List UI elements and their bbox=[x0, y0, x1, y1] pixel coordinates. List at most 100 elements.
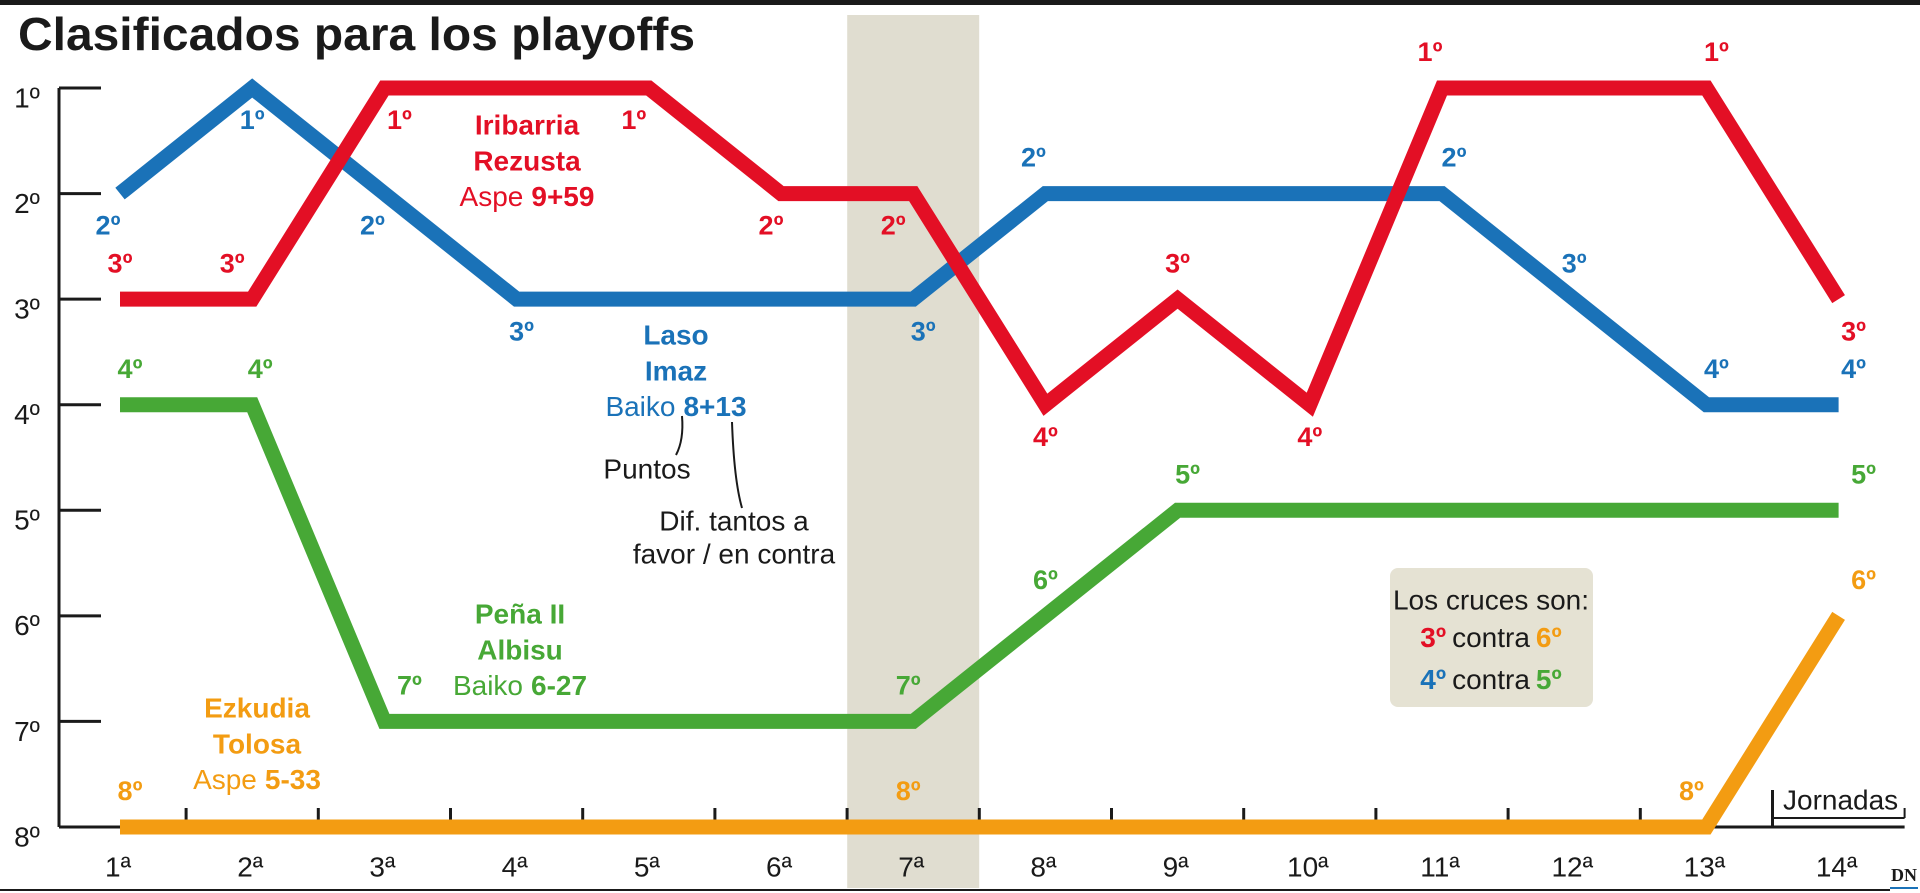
value-label: 2º bbox=[1442, 143, 1467, 173]
value-label: 3º bbox=[1562, 248, 1587, 278]
value-label: 2º bbox=[1021, 143, 1046, 173]
word: contra bbox=[1452, 622, 1530, 653]
value-label: 5º bbox=[1851, 459, 1876, 489]
value-label: 8º bbox=[118, 776, 143, 806]
note: Puntos bbox=[603, 453, 690, 484]
series-score: Aspe 5-33 bbox=[193, 764, 321, 795]
rank: 3º bbox=[1420, 622, 1446, 653]
series-line bbox=[115, 78, 1839, 413]
x-tick-label: 5ª bbox=[634, 851, 661, 882]
series-name: Tolosa bbox=[213, 728, 302, 759]
rank: 4º bbox=[1420, 664, 1446, 695]
chart-title: Clasificados para los playoffs bbox=[18, 8, 695, 60]
score: 5-33 bbox=[265, 764, 321, 795]
series-name: Iribarria bbox=[475, 109, 580, 140]
series-name: Imaz bbox=[645, 355, 707, 386]
highlight-band bbox=[847, 15, 980, 888]
value-label: 4º bbox=[1033, 422, 1058, 452]
leader-line bbox=[731, 421, 743, 509]
y-tick-label: 1º bbox=[14, 82, 40, 113]
value-label: 6º bbox=[1033, 565, 1058, 595]
team: Aspe bbox=[193, 764, 257, 795]
series-score: Aspe 9+59 bbox=[460, 181, 595, 212]
x-axis-label: Jornadas bbox=[1783, 784, 1898, 815]
x-tick-label: 7ª bbox=[898, 851, 925, 882]
series-name: Albisu bbox=[477, 634, 563, 665]
value-label: 1º bbox=[621, 105, 646, 135]
value-label: 3º bbox=[220, 248, 245, 278]
x-tick-label: 13ª bbox=[1684, 851, 1726, 882]
team: Baiko bbox=[453, 670, 523, 701]
value-label: 1º bbox=[387, 105, 412, 135]
value-label: 4º bbox=[1297, 422, 1322, 452]
note: Dif. tantos a bbox=[659, 505, 809, 536]
source-logo: DN bbox=[1891, 865, 1917, 885]
x-tick-label: 11ª bbox=[1420, 851, 1460, 882]
value-label: 4º bbox=[118, 354, 143, 384]
value-label: 8º bbox=[1679, 776, 1704, 806]
crosses-row: 4º contra 5º bbox=[1420, 664, 1561, 695]
value-label: 3º bbox=[1841, 316, 1866, 346]
series-name: Peña II bbox=[475, 598, 565, 629]
team: Baiko bbox=[605, 391, 675, 422]
value-label: 6º bbox=[1851, 565, 1876, 595]
y-tick-label: 5º bbox=[14, 505, 40, 536]
series-name: Ezkudia bbox=[204, 692, 310, 723]
x-tick-label: 2ª bbox=[237, 851, 264, 882]
value-label: 3º bbox=[1165, 248, 1190, 278]
value-label: 4º bbox=[248, 354, 273, 384]
team: Aspe bbox=[460, 181, 524, 212]
value-label: 8º bbox=[896, 776, 921, 806]
top-bar bbox=[0, 0, 1920, 5]
value-label: 3º bbox=[509, 316, 534, 346]
x-tick-label: 9ª bbox=[1163, 851, 1190, 882]
value-label: 4º bbox=[1841, 354, 1866, 384]
value-label: 4º bbox=[1704, 354, 1729, 384]
value-label: 3º bbox=[911, 316, 936, 346]
crosses-box bbox=[1390, 568, 1593, 707]
series-score: Baiko 8+13 bbox=[605, 391, 746, 422]
score: 8+13 bbox=[683, 391, 746, 422]
x-tick-label: 12ª bbox=[1551, 851, 1593, 882]
x-tick-label: 10ª bbox=[1287, 851, 1329, 882]
x-tick-label: 3ª bbox=[369, 851, 396, 882]
y-tick-label: 6º bbox=[14, 610, 40, 641]
value-label: 2º bbox=[360, 211, 385, 241]
x-tick-label: 8ª bbox=[1030, 851, 1057, 882]
value-label: 2º bbox=[881, 211, 906, 241]
value-label: 2º bbox=[759, 211, 784, 241]
x-tick-label: 1ª bbox=[105, 851, 132, 882]
crosses-row: 3º contra 6º bbox=[1420, 622, 1561, 653]
rank: 5º bbox=[1536, 664, 1562, 695]
y-tick-label: 4º bbox=[14, 399, 40, 430]
value-label: 7º bbox=[896, 671, 921, 701]
y-tick-label: 3º bbox=[14, 294, 40, 325]
value-label: 1º bbox=[1704, 37, 1729, 67]
note: favor / en contra bbox=[633, 538, 836, 569]
value-label: 5º bbox=[1175, 459, 1200, 489]
y-tick-label: 8º bbox=[14, 821, 40, 852]
score: 9+59 bbox=[531, 181, 594, 212]
rank: 6º bbox=[1536, 622, 1562, 653]
series-line bbox=[120, 397, 1839, 729]
series-name: Rezusta bbox=[473, 145, 581, 176]
y-tick-label: 7º bbox=[14, 716, 40, 747]
value-label: 1º bbox=[1418, 37, 1443, 67]
value-label: 1º bbox=[240, 105, 265, 135]
x-tick-label: 6ª bbox=[766, 851, 793, 882]
x-tick-label: 14ª bbox=[1816, 851, 1858, 882]
leader-line bbox=[675, 415, 684, 456]
y-tick-label: 2º bbox=[14, 188, 40, 219]
crosses-title: Los cruces son: bbox=[1393, 584, 1589, 615]
series-name: Laso bbox=[643, 319, 708, 350]
value-label: 7º bbox=[397, 671, 422, 701]
word: contra bbox=[1452, 664, 1530, 695]
series-line bbox=[120, 611, 1845, 835]
score: 6-27 bbox=[531, 670, 587, 701]
value-label: 3º bbox=[108, 248, 133, 278]
value-label: 2º bbox=[96, 211, 121, 241]
x-tick-label: 4ª bbox=[502, 851, 529, 882]
background-layer bbox=[847, 15, 980, 888]
